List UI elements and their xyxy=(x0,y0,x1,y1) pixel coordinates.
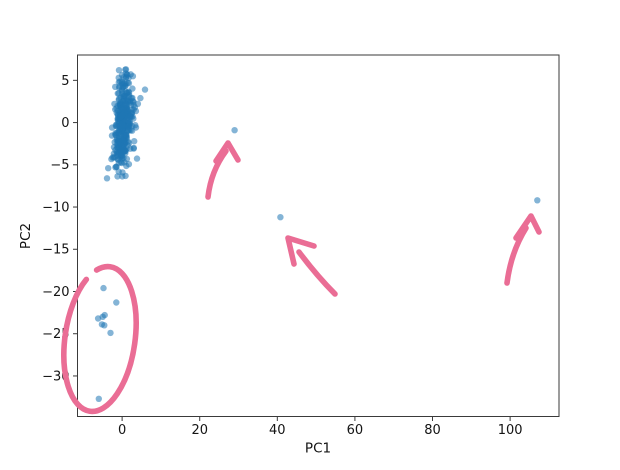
data-point xyxy=(137,94,144,102)
data-point xyxy=(101,311,108,319)
data-point xyxy=(112,106,119,113)
annotation-arrow-middle-shaft xyxy=(296,249,338,297)
data-point xyxy=(141,86,149,93)
data-point xyxy=(122,66,130,73)
x-tick-label: 100 xyxy=(498,423,523,438)
data-point xyxy=(114,123,121,130)
data-point xyxy=(125,139,133,147)
hand-annotations xyxy=(61,140,542,415)
scatter-points xyxy=(94,66,541,402)
x-tick-label: 40 xyxy=(269,423,286,438)
data-point xyxy=(105,165,112,172)
y-tick-label: −5 xyxy=(50,158,69,173)
data-point xyxy=(534,197,541,204)
data-point xyxy=(119,125,126,132)
data-point xyxy=(119,90,126,97)
data-point xyxy=(119,79,126,87)
annotation-arrow-right-head xyxy=(513,213,542,241)
plot-area xyxy=(77,54,560,417)
y-tick-label: 0 xyxy=(61,116,69,131)
data-point xyxy=(120,74,127,81)
data-point xyxy=(108,124,116,131)
data-point xyxy=(131,138,138,145)
y-tick-label: −10 xyxy=(42,200,69,215)
data-point xyxy=(115,138,122,145)
data-point xyxy=(115,97,123,104)
data-point xyxy=(128,127,136,134)
data-point xyxy=(117,146,124,154)
y-tick-label: −20 xyxy=(42,285,69,300)
data-point xyxy=(100,284,107,292)
data-point xyxy=(117,113,124,121)
data-point xyxy=(115,67,123,74)
y-axis-ticks: 50−5−10−15−20−25−30 xyxy=(42,74,78,384)
data-point xyxy=(133,155,141,162)
y-tick-label: −15 xyxy=(42,243,69,258)
data-point xyxy=(132,122,139,129)
data-point xyxy=(125,117,132,124)
data-point xyxy=(114,152,121,159)
data-point xyxy=(111,100,118,108)
x-tick-label: 80 xyxy=(424,423,441,438)
annotation-arrow-left-head xyxy=(213,140,241,164)
data-point xyxy=(277,214,284,221)
data-point xyxy=(130,101,137,109)
data-point xyxy=(95,395,103,402)
data-point xyxy=(101,322,108,329)
x-axis-ticks: 0 20 40 60 80 100 xyxy=(118,416,523,438)
x-tick-label: 20 xyxy=(191,423,208,438)
data-point xyxy=(113,299,120,306)
annotation-ellipse xyxy=(61,263,139,415)
data-point xyxy=(122,132,130,139)
data-point xyxy=(122,101,129,109)
y-axis-label: PC2 xyxy=(18,223,34,249)
data-point xyxy=(123,155,131,163)
data-point xyxy=(130,144,137,152)
x-tick-label: 60 xyxy=(347,423,364,438)
data-point xyxy=(114,173,121,180)
data-point xyxy=(103,175,111,182)
data-point xyxy=(107,329,114,337)
annotation-arrow-middle-head xyxy=(285,235,317,267)
data-point xyxy=(119,169,126,176)
data-point xyxy=(231,127,238,134)
x-tick-label: 0 xyxy=(118,423,126,438)
data-point xyxy=(115,74,122,82)
y-tick-label: 5 xyxy=(61,74,69,89)
x-axis-label: PC1 xyxy=(305,441,331,457)
annotation-arrow-right-shaft xyxy=(504,225,529,286)
